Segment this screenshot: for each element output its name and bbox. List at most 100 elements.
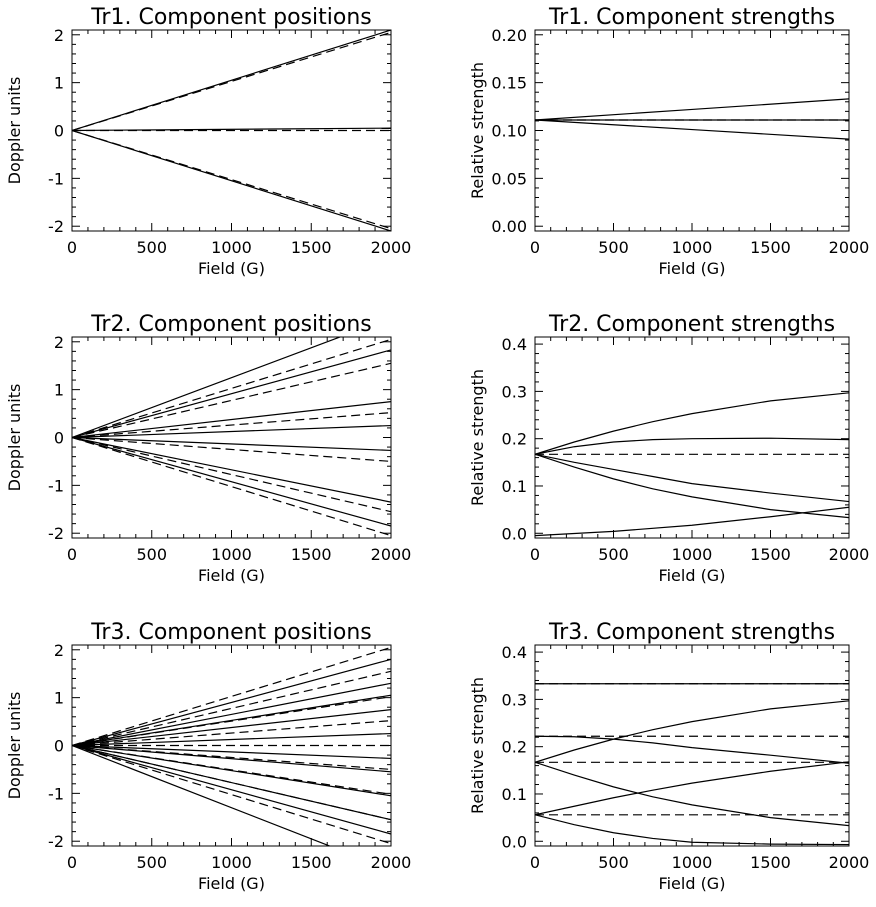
y-tick-label: 0.3	[502, 690, 527, 709]
plot-frame	[534, 29, 850, 232]
series-line-8-dashed	[72, 338, 391, 439]
panel-6: 0 500 1000 1500 2000 0.0 0.1 0.2 0.3 0.4 Tr3. Comp…	[468, 620, 869, 893]
series-line-1	[72, 658, 391, 747]
x-tick-label: 1000	[211, 545, 252, 564]
y-tick-label: 0.1	[502, 477, 527, 496]
y-tick-label: 0	[54, 429, 64, 448]
y-axis-label: Relative strength	[468, 677, 487, 814]
x-tick-label: 2000	[829, 238, 870, 257]
x-tick-label: 1500	[291, 545, 332, 564]
plot-frame	[534, 644, 850, 847]
y-tick-label: -2	[48, 524, 64, 543]
y-tick-label: -1	[48, 476, 64, 495]
series-line-7	[72, 436, 391, 527]
y-tick-label: 0.15	[491, 74, 527, 93]
x-tick-label: 1500	[291, 238, 332, 257]
series-line-7	[72, 744, 391, 773]
series-line-4	[535, 453, 849, 519]
series-line-3	[535, 453, 849, 503]
series-line-2	[535, 437, 849, 455]
series-line-17-dashed	[72, 744, 391, 771]
series-group	[535, 392, 849, 537]
x-axis-label: Field (G)	[198, 259, 265, 278]
y-tick-label: 0.4	[502, 643, 527, 662]
y-tick-label: -1	[48, 784, 64, 803]
x-tick-label: 500	[598, 238, 629, 257]
y-tick-label: 0.4	[502, 335, 527, 354]
x-tick-label: 1500	[750, 853, 791, 872]
series-group	[72, 30, 391, 231]
series-line-18-dashed	[72, 744, 391, 795]
series-line-4	[72, 709, 391, 747]
y-tick-label: 2	[54, 26, 64, 45]
plot-frame	[534, 336, 850, 539]
x-axis-label: Field (G)	[659, 566, 726, 585]
x-tick-label: 0	[67, 853, 77, 872]
y-tick-label: 0.3	[502, 382, 527, 401]
series-line-12-dashed	[72, 436, 391, 513]
series-line-4-dashed	[72, 31, 391, 132]
series-line-3	[72, 694, 391, 747]
series-line-2	[72, 682, 391, 747]
y-tick-label: 0.0	[502, 832, 527, 851]
x-tick-label: 0	[530, 853, 540, 872]
series-line-10-dashed	[72, 412, 391, 439]
y-tick-label: 2	[54, 641, 64, 660]
series-line-19-dashed	[72, 744, 391, 821]
y-tick-label: 0.10	[491, 122, 527, 141]
y-tick-label: 1	[54, 381, 64, 400]
series-line-4	[535, 761, 849, 827]
series-line-13-dashed	[72, 436, 391, 537]
x-tick-label: 2000	[371, 545, 412, 564]
panel-title: Tr1. Component positions	[90, 5, 372, 30]
y-tick-label: 0.00	[491, 217, 527, 236]
series-line-14-dashed	[72, 696, 391, 747]
series-line-6-dashed	[72, 129, 391, 230]
y-tick-label: -2	[48, 832, 64, 851]
x-axis-label: Field (G)	[198, 874, 265, 893]
x-tick-label: 0	[67, 238, 77, 257]
x-tick-label: 500	[136, 545, 167, 564]
y-tick-label: -1	[48, 169, 64, 188]
series-line-11	[72, 744, 332, 846]
series-line-3	[72, 129, 391, 231]
y-tick-label: 2	[54, 333, 64, 352]
y-tick-label: 0.2	[502, 738, 527, 757]
series-line-2	[535, 119, 849, 140]
x-tick-label: 2000	[371, 853, 412, 872]
series-line-9-dashed	[72, 362, 391, 439]
series-line-1	[72, 337, 342, 439]
x-tick-label: 2000	[371, 238, 412, 257]
panel-title: Tr3. Component positions	[90, 620, 372, 645]
series-group	[535, 683, 849, 846]
x-tick-label: 1000	[672, 545, 713, 564]
series-line-8	[72, 744, 391, 797]
x-tick-label: 1000	[672, 853, 713, 872]
series-line-13-dashed	[72, 670, 391, 747]
panel-2: 0 500 1000 1500 2000 0.00 0.05 0.10 0.15 0.20 Tr1.…	[468, 5, 869, 278]
y-tick-label: 0.05	[491, 169, 527, 188]
y-axis-label: Doppler units	[5, 77, 24, 185]
series-line-6	[72, 436, 391, 503]
x-tick-label: 2000	[829, 853, 870, 872]
x-tick-label: 500	[136, 853, 167, 872]
panel-1: 0 500 1000 1500 2000 -2 -1 0 1 2 Tr1. Component po…	[5, 5, 411, 278]
series-line-1	[535, 392, 849, 455]
series-line-12-dashed	[72, 646, 391, 747]
x-tick-label: 0	[67, 545, 77, 564]
y-tick-label: 0.20	[491, 26, 527, 45]
y-axis-label: Doppler units	[5, 692, 24, 800]
y-tick-label: 0	[54, 122, 64, 141]
panel-3: 0 500 1000 1500 2000 -2 -1 0 1 2 Tr2. Component po…	[5, 312, 411, 585]
series-line-3	[72, 401, 391, 439]
x-axis-label: Field (G)	[198, 566, 265, 585]
panel-4: 0 500 1000 1500 2000 0.0 0.1 0.2 0.3 0.4 Tr2. Comp…	[468, 312, 869, 585]
series-line-10	[72, 744, 391, 835]
series-group	[72, 337, 391, 537]
series-line-1	[72, 30, 391, 132]
series-line-6	[72, 744, 391, 760]
panel-5: 0 500 1000 1500 2000 -2 -1 0 1 2 Tr3. Component po…	[5, 620, 411, 893]
series-line-5	[535, 761, 849, 816]
y-tick-label: 0	[54, 737, 64, 756]
